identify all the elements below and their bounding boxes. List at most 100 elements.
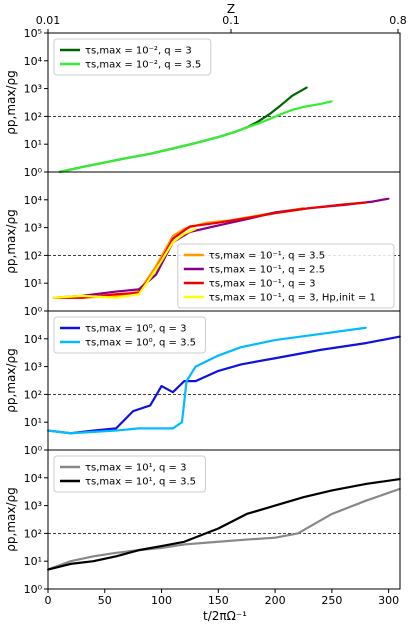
panel-1: 10⁰ 10¹ 10² 10³ 10⁴ 10⁵ ρp,max/ρg τs,max = 10⁻²… bbox=[4, 27, 401, 179]
legend-label: τs,max = 10⁻¹, q = 2.5 bbox=[209, 265, 325, 276]
data-point bbox=[154, 273, 157, 276]
data-point bbox=[69, 562, 72, 565]
y-tick-label: 10¹ bbox=[24, 555, 42, 568]
data-point bbox=[279, 113, 282, 116]
z-tick-label: 0.01 bbox=[36, 14, 61, 27]
data-point bbox=[194, 227, 197, 230]
data-point bbox=[245, 513, 248, 515]
data-point bbox=[319, 348, 322, 351]
data-point bbox=[92, 555, 95, 558]
legend-box bbox=[53, 316, 206, 354]
data-point bbox=[137, 549, 140, 552]
x-axis-label: t/2πΩ⁻¹ bbox=[203, 609, 247, 623]
data-point bbox=[126, 157, 129, 159]
legend-box bbox=[177, 243, 395, 309]
y-tick-label: 10¹ bbox=[24, 416, 42, 429]
data-point bbox=[181, 421, 183, 424]
data-point bbox=[291, 109, 294, 111]
data-point bbox=[183, 543, 186, 546]
data-point bbox=[149, 152, 152, 155]
legend-label: τs,max = 10⁻¹, q = 3, Hp,init = 1 bbox=[209, 293, 376, 304]
legend-label: τs,max = 10⁻², q = 3.5 bbox=[85, 60, 201, 71]
data-point bbox=[137, 293, 140, 296]
panel-frame bbox=[47, 449, 401, 590]
legend-label: τs,max = 10⁻¹, q = 3 bbox=[209, 279, 316, 290]
y-tick-label: 10⁵ bbox=[24, 27, 42, 40]
data-point bbox=[365, 201, 367, 204]
y-axis-label: ρp,max/ρg bbox=[4, 348, 18, 412]
data-point bbox=[217, 354, 220, 357]
data-point bbox=[240, 363, 242, 366]
data-point bbox=[115, 296, 118, 299]
legend: τs,max = 10⁻², q = 3 τs,max = 10⁻², q = 3… bbox=[53, 38, 212, 76]
data-point bbox=[245, 126, 248, 129]
y-tick-label: 10⁴ bbox=[24, 194, 43, 207]
data-point bbox=[189, 225, 191, 228]
data-point bbox=[92, 560, 95, 563]
y-tick-label: 10⁴ bbox=[24, 333, 43, 346]
data-point bbox=[274, 536, 276, 539]
data-point bbox=[115, 293, 118, 296]
data-point bbox=[330, 513, 333, 515]
data-point bbox=[217, 370, 220, 372]
data-point bbox=[81, 296, 83, 299]
data-point bbox=[115, 555, 118, 558]
data-point bbox=[217, 224, 220, 227]
data-point bbox=[342, 203, 345, 206]
data-point bbox=[160, 545, 163, 547]
data-point bbox=[302, 496, 305, 499]
z-tick-label: 0.1 bbox=[222, 14, 240, 27]
data-point bbox=[115, 551, 118, 554]
data-point bbox=[365, 326, 367, 329]
data-point bbox=[172, 237, 174, 240]
data-point bbox=[330, 489, 333, 492]
x-tick-label: 250 bbox=[321, 594, 342, 607]
data-point bbox=[217, 527, 220, 530]
data-point bbox=[194, 380, 197, 383]
data-point bbox=[194, 365, 197, 368]
y-tick-label: 10⁰ bbox=[24, 166, 43, 179]
data-point bbox=[160, 547, 163, 549]
data-point bbox=[274, 504, 276, 507]
data-point bbox=[305, 86, 308, 89]
y-tick-label: 10⁴ bbox=[24, 472, 43, 485]
data-point bbox=[274, 357, 276, 360]
legend-label: τs,max = 10⁻², q = 3 bbox=[85, 46, 192, 57]
x-tick-label: 200 bbox=[265, 594, 286, 607]
data-point bbox=[365, 499, 367, 502]
data-point bbox=[81, 166, 83, 169]
x-tick-label: 300 bbox=[378, 594, 399, 607]
series-line bbox=[59, 86, 308, 174]
y-tick-label: 10³ bbox=[24, 222, 42, 235]
data-point bbox=[81, 294, 83, 297]
data-point bbox=[387, 197, 390, 200]
data-point bbox=[274, 339, 276, 341]
data-point bbox=[172, 241, 174, 244]
data-point bbox=[69, 560, 72, 563]
data-point bbox=[296, 532, 299, 535]
legend: τs,max = 10⁰, q = 3 τs,max = 10⁰, q = 3.5 bbox=[53, 316, 206, 354]
data-point bbox=[172, 235, 174, 237]
data-point bbox=[319, 333, 322, 335]
series-line bbox=[47, 477, 401, 571]
data-point bbox=[257, 122, 259, 125]
series-line bbox=[59, 100, 333, 174]
data-point bbox=[217, 221, 220, 224]
data-point bbox=[302, 105, 305, 108]
x-tick-label: 100 bbox=[151, 594, 172, 607]
y-tick-label: 10² bbox=[24, 388, 42, 401]
x-tick-label: 0 bbox=[45, 594, 52, 607]
data-point bbox=[365, 342, 367, 345]
legend-box bbox=[53, 38, 212, 76]
data-point bbox=[52, 296, 55, 299]
legend-label: τs,max = 10⁰, q = 3 bbox=[85, 324, 186, 335]
data-point bbox=[115, 427, 118, 430]
data-point bbox=[183, 540, 186, 543]
legend-box bbox=[53, 455, 206, 493]
y-tick-label: 10⁴ bbox=[24, 55, 43, 68]
legend: τs,max = 10⁻¹, q = 3.5 τs,max = 10⁻¹, q =… bbox=[177, 243, 395, 309]
data-point bbox=[115, 290, 118, 293]
y-axis-label: ρp,max/ρg bbox=[4, 209, 18, 273]
y-tick-label: 10² bbox=[24, 110, 42, 123]
data-point bbox=[115, 429, 118, 432]
